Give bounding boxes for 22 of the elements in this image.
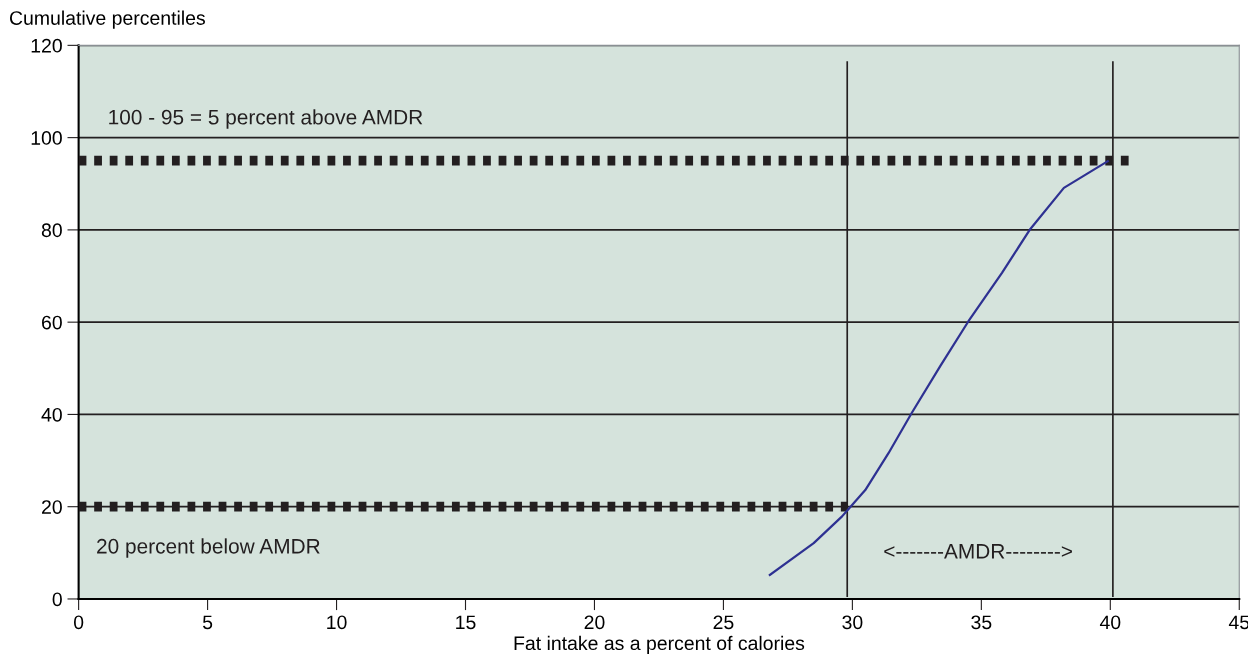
x-tick-label: 40 [1099,615,1121,630]
x-tick-label: 10 [327,615,347,630]
x-tick-label: 25 [713,615,734,630]
annotation: 100 - 95 = 5 percent above AMDR [109,109,423,129]
annotation: 20 percent below AMDR [97,538,320,558]
y-tick-label: 40 [41,407,62,422]
y-tick-label: 120 [31,38,62,53]
x-tick-label: 15 [456,615,476,630]
x-tick-label: 0 [73,615,84,630]
y-tick-label: 0 [52,592,62,607]
x-tick-label: 30 [842,615,863,630]
x-axis-title: Fat intake as a percent of calories [514,635,805,654]
y-tick-label: 20 [42,500,62,514]
line-series [768,160,1109,577]
y-tick-label: 100 [31,131,62,145]
x-tick-label: 20 [584,615,605,630]
x-tick-label: 5 [202,615,213,630]
y-axis-title: Cumulative percentiles [9,10,205,29]
y-tick-label: 60 [42,315,62,330]
annotation: <-------AMDR--------> [884,544,1072,559]
y-tick-label: 80 [41,223,62,238]
x-tick-label: 35 [971,615,992,630]
